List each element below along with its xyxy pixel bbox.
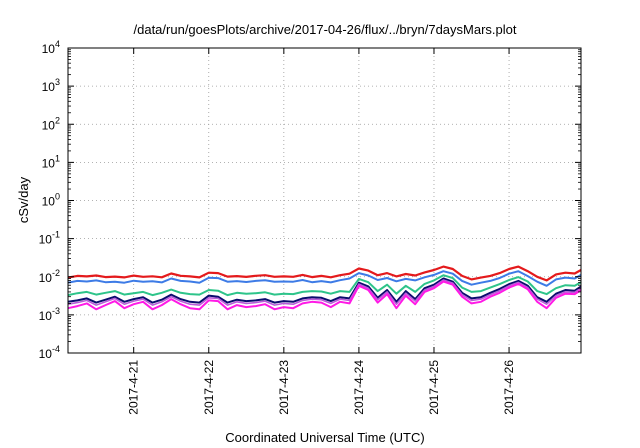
y-tick-label: 100 [42,192,60,209]
y-tick-exponent: -2 [52,268,60,278]
y-tick-label: 10-1 [39,230,60,247]
chart-title: /data/run/goesPlots/archive/2017-04-26/f… [134,22,517,37]
y-tick-exponent: 2 [55,115,60,125]
y-tick-exponent: -4 [52,344,60,354]
series-line-4 [67,277,582,304]
x-tick-label: 2017-4-23 [277,360,291,415]
series-line-5 [67,279,582,306]
y-tick-label: 101 [42,153,60,170]
y-tick-exponent: -1 [52,230,60,240]
y-tick-base: 10 [42,156,56,170]
x-tick-label: 2017-4-26 [502,360,516,415]
y-tick-label: 10-2 [39,268,60,285]
series-group [67,265,582,311]
x-tick-label: 2017-4-22 [202,360,216,415]
y-tick-base: 10 [39,271,53,285]
y-tick-label: 10-3 [39,306,60,323]
x-tick-label: 2017-4-24 [352,360,366,415]
series-line-6 [67,280,582,311]
y-tick-exponent: -3 [52,306,60,316]
y-tick-exponent: 4 [55,39,60,49]
y-tick-exponent: 3 [55,77,60,87]
y-tick-base: 10 [39,309,53,323]
y-tick-base: 10 [42,118,56,132]
y-tick-label: 103 [42,77,60,94]
series-line-1 [67,265,582,282]
x-tick-label: 2017-4-21 [127,360,141,415]
y-tick-exponent: 1 [55,153,60,163]
y-tick-base: 10 [42,195,56,209]
y-axis-label: cSv/day [16,176,31,223]
y-tick-label: 102 [42,115,60,132]
y-tick-label: 10-4 [39,344,60,361]
grid-lines [68,48,581,353]
series-line-3 [67,274,582,297]
x-tick-label: 2017-4-25 [427,360,441,415]
x-axis-ticks: 2017-4-21 2017-4-22 2017-4-23 2017-4-24 2017… [127,48,516,415]
y-tick-base: 10 [39,233,53,247]
y-tick-base: 10 [39,347,53,361]
y-tick-exponent: 0 [55,192,60,202]
series-line-2 [67,270,582,287]
y-tick-base: 10 [42,80,56,94]
y-tick-label: 104 [42,39,60,56]
y-tick-base: 10 [42,42,56,56]
x-axis-label: Coordinated Universal Time (UTC) [225,430,424,445]
